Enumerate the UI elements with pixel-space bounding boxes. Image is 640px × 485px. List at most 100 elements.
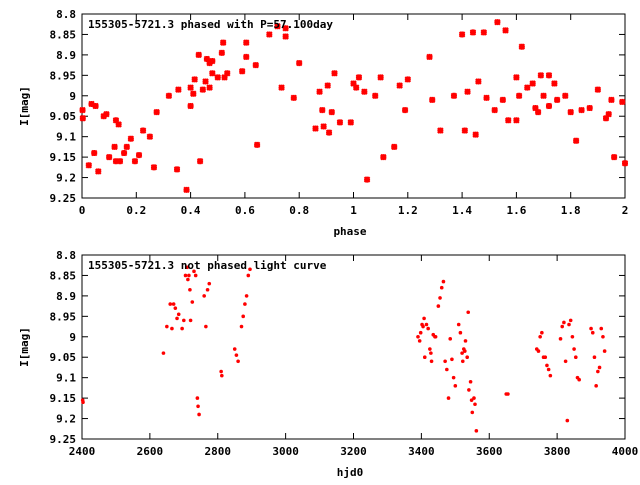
- data-point: [196, 404, 200, 409]
- data-point: [274, 23, 281, 30]
- data-point: [190, 90, 197, 97]
- data-point: [458, 31, 466, 38]
- data-point: [377, 74, 384, 81]
- data-point: [472, 131, 479, 138]
- data-point: [180, 326, 184, 331]
- data-point: [232, 347, 237, 351]
- data-point: [553, 96, 561, 104]
- data-point: [191, 76, 198, 83]
- data-point: [460, 359, 465, 364]
- x-tick-label: 1.6: [506, 204, 526, 217]
- data-point: [518, 43, 526, 50]
- data-point: [567, 322, 571, 327]
- data-point: [562, 320, 566, 325]
- data-point: [185, 265, 190, 270]
- data-point: [91, 149, 98, 157]
- data-point: [176, 312, 181, 317]
- data-point: [243, 302, 247, 306]
- data-point: [328, 108, 335, 116]
- data-point: [197, 412, 201, 417]
- data-point: [214, 74, 221, 81]
- data-point: [536, 349, 541, 353]
- y-tick-label: 8.8: [56, 249, 76, 262]
- data-point: [199, 86, 207, 93]
- data-point: [153, 108, 160, 116]
- data-point: [469, 398, 474, 402]
- data-point: [248, 267, 252, 272]
- data-point: [426, 326, 430, 331]
- data-point: [545, 72, 553, 79]
- data-point: [515, 92, 523, 99]
- data-point: [589, 326, 593, 331]
- data-point: [560, 324, 565, 329]
- x-tick-label: 1: [350, 204, 357, 217]
- plot-frame: [81, 13, 626, 199]
- data-point: [428, 347, 432, 351]
- data-point: [239, 324, 244, 329]
- data-point: [460, 351, 464, 355]
- data-point: [468, 379, 473, 384]
- phased-plot: 0 0.2 0.4 0.6 0.8 1 1.2 1.4 1.6 1.8 2 8.8 8.85 8.9 8.9…: [18, 8, 628, 238]
- data-point: [336, 119, 344, 126]
- data-point: [572, 347, 576, 351]
- data-point: [540, 330, 544, 335]
- y-tick-label: 9.1: [56, 131, 76, 144]
- data-point: [150, 164, 158, 171]
- data-point: [436, 304, 441, 308]
- data-point: [209, 57, 216, 65]
- data-point: [190, 300, 195, 304]
- y-tick-label: 9: [69, 331, 76, 344]
- data-point: [168, 302, 173, 306]
- data-point: [464, 88, 471, 95]
- data-point: [577, 377, 581, 382]
- x-tick-label: 3600: [476, 445, 503, 458]
- data-point: [146, 133, 154, 140]
- data-point: [361, 88, 368, 95]
- x-tick-label: 0.2: [126, 204, 146, 217]
- data-point: [112, 117, 120, 124]
- y-tick-label: 8.95: [50, 310, 77, 323]
- data-point: [127, 135, 135, 142]
- data-point: [439, 285, 444, 290]
- data-point: [186, 277, 190, 282]
- data-point: [131, 157, 139, 165]
- data-point: [188, 287, 192, 292]
- data-point: [316, 88, 323, 95]
- data-point: [491, 106, 498, 114]
- data-point: [619, 98, 626, 106]
- data-point: [238, 68, 246, 75]
- data-point: [88, 100, 95, 108]
- data-point: [220, 373, 224, 378]
- data-point: [236, 359, 240, 364]
- data-point: [418, 330, 423, 335]
- data-point: [219, 369, 223, 374]
- data-point: [135, 151, 143, 159]
- data-point: [207, 281, 212, 286]
- data-point: [441, 279, 446, 284]
- y-tick-label: 8.8: [56, 8, 76, 21]
- x-tick-label: 0.6: [235, 204, 255, 217]
- data-point: [278, 84, 285, 91]
- data-point: [458, 330, 463, 335]
- data-point: [568, 318, 573, 323]
- data-point: [234, 353, 239, 357]
- data-point: [621, 160, 629, 167]
- data-point: [467, 388, 471, 392]
- data-point: [466, 310, 471, 315]
- data-point: [372, 92, 379, 99]
- data-point: [218, 49, 226, 57]
- data-point: [446, 396, 451, 400]
- data-point: [182, 318, 186, 323]
- data-point: [451, 375, 456, 380]
- data-point: [558, 337, 563, 341]
- data-point: [494, 18, 501, 26]
- data-point: [282, 25, 289, 32]
- data-point: [424, 322, 429, 327]
- y-tick-label: 9.15: [50, 392, 77, 405]
- data-point: [112, 157, 120, 165]
- data-point: [513, 117, 520, 124]
- data-point: [85, 162, 92, 169]
- data-point: [548, 373, 553, 378]
- data-point: [111, 143, 118, 151]
